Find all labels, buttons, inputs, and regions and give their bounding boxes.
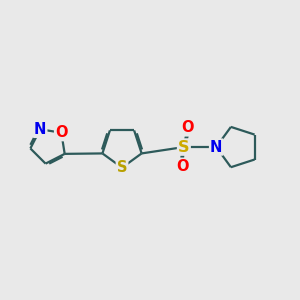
Text: N: N: [34, 122, 46, 137]
Text: O: O: [176, 159, 189, 174]
Text: O: O: [181, 120, 194, 135]
Text: N: N: [210, 140, 222, 154]
Text: S: S: [178, 140, 190, 154]
Text: S: S: [117, 160, 127, 175]
Text: O: O: [55, 125, 68, 140]
